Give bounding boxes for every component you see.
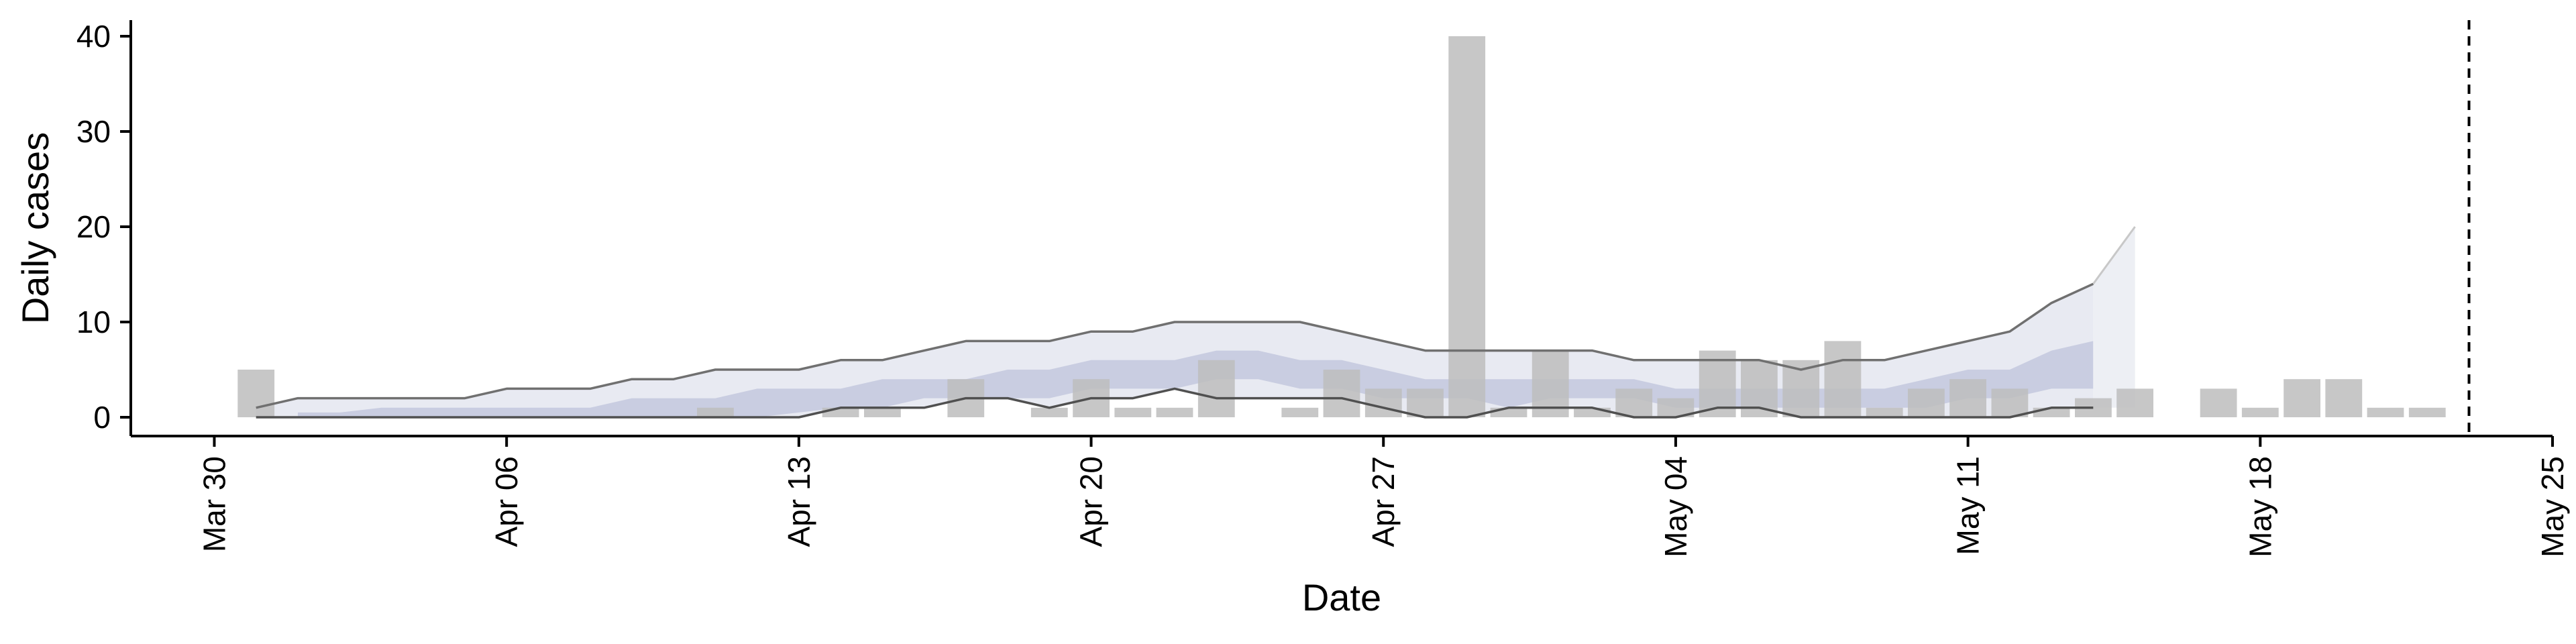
bar-2020-05-18 — [2241, 407, 2279, 417]
bar-2020-03-31 — [237, 370, 275, 417]
bar-2020-05-10 — [1908, 388, 1945, 417]
bar-2020-05-12 — [1991, 388, 2029, 417]
interval-lines — [256, 282, 2094, 419]
x-tick-label-apr-06: Apr 06 — [489, 456, 524, 547]
x-axis-ticks: Mar 30 Apr 06 Apr 13 Apr 20 Apr 27 May 04 May … — [197, 436, 2570, 557]
bar-2020-05-15 — [2116, 388, 2153, 417]
bar-2020-05-20 — [2325, 379, 2363, 417]
bar-2020-04-25 — [1281, 407, 1319, 417]
forecast-upper-line — [2092, 226, 2136, 285]
bar-2020-04-23 — [1197, 360, 1235, 417]
bar-2020-04-29 — [1448, 36, 1486, 417]
y-tick-label-40: 40 — [76, 19, 111, 54]
bar-2020-05-17 — [2200, 388, 2237, 417]
x-tick-label-may-04: May 04 — [1658, 456, 1693, 557]
y-axis-title: Daily cases — [14, 132, 56, 324]
bar-2020-04-19 — [1030, 407, 1068, 417]
bar-2020-04-21 — [1114, 407, 1152, 417]
bar-2020-05-19 — [2284, 379, 2320, 417]
x-axis-title: Date — [1302, 576, 1381, 619]
line-lower — [256, 387, 2094, 419]
bar-2020-04-28 — [1407, 388, 1444, 417]
bar-2020-05-22 — [2408, 407, 2446, 417]
y-axis-ticks: 0 10 20 30 40 — [76, 19, 131, 435]
bar-2020-05-21 — [2367, 407, 2404, 417]
bar-2020-04-14 — [822, 407, 859, 417]
x-tick-label-apr-27: Apr 27 — [1366, 456, 1401, 547]
y-tick-label-10: 10 — [76, 305, 111, 339]
y-tick-label-30: 30 — [76, 114, 111, 149]
bar-2020-05-11 — [1949, 379, 1986, 417]
band-outer — [256, 284, 2094, 417]
x-tick-label-mar-30: Mar 30 — [197, 456, 232, 552]
x-tick-label-may-11: May 11 — [1951, 456, 1986, 555]
forecast-fan — [2093, 227, 2135, 408]
bar-2020-04-22 — [1156, 407, 1193, 417]
bar-2020-05-03 — [1615, 388, 1653, 417]
daily-case-bars — [237, 36, 2446, 417]
bar-2020-05-02 — [1574, 407, 1611, 417]
bar-2020-04-27 — [1364, 388, 1402, 417]
bar-2020-05-13 — [2033, 407, 2070, 417]
x-tick-label-may-18: May 18 — [2243, 456, 2277, 557]
line-upper — [256, 282, 2094, 409]
y-tick-label-0: 0 — [93, 400, 111, 435]
bar-2020-05-01 — [1532, 350, 1569, 417]
axes: 0 10 20 30 40 Mar 30 Apr 06 Apr 13 Apr 20 Apr 27… — [76, 19, 2570, 557]
x-tick-label-may-25: May 25 — [2535, 456, 2570, 557]
x-tick-label-apr-13: Apr 13 — [782, 456, 816, 547]
bar-2020-05-08 — [1824, 341, 1862, 417]
bar-2020-04-30 — [1490, 407, 1527, 417]
bar-2020-05-09 — [1866, 407, 1903, 417]
bar-2020-04-26 — [1323, 370, 1360, 417]
bar-2020-04-11 — [697, 407, 734, 417]
bar-2020-05-05 — [1699, 350, 1736, 417]
bar-2020-04-15 — [864, 407, 901, 417]
y-tick-label-20: 20 — [76, 209, 111, 244]
x-tick-label-apr-20: Apr 20 — [1074, 456, 1109, 547]
